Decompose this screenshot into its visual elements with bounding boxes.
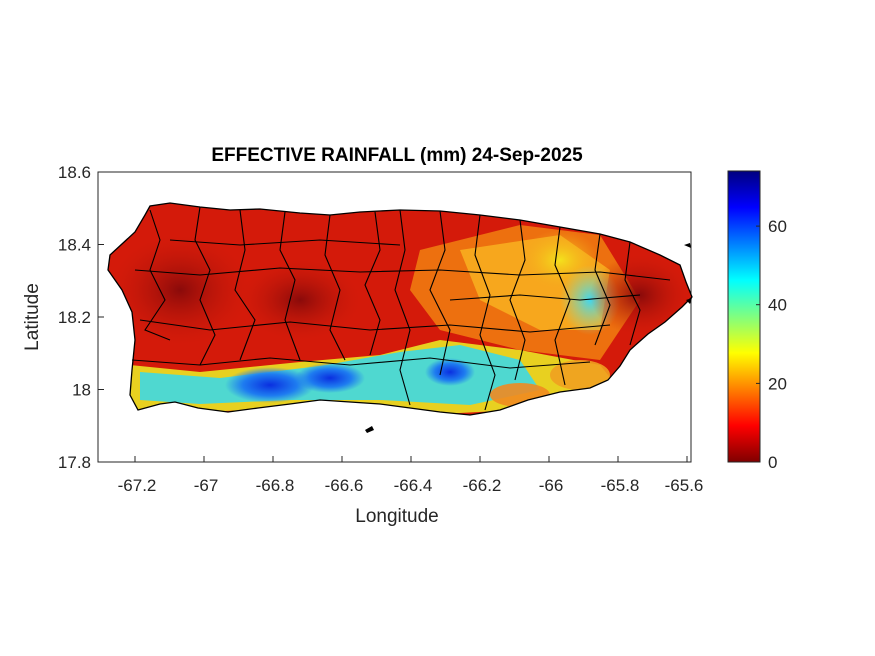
x-axis: -67.2 -67 -66.8 -66.6 -66.4 -66.2 -66 -6… [118, 456, 704, 495]
x-axis-label: Longitude [355, 506, 438, 527]
y-axis: 18.6 18.4 18.2 18 17.8 [58, 163, 104, 472]
x-tick-label: -67 [194, 476, 219, 495]
colorbar: 0 20 40 60 [727, 170, 787, 472]
x-tick-label: -67.2 [118, 476, 157, 495]
colorbar-tick-label: 40 [768, 296, 787, 315]
colorbar-tick-label: 60 [768, 217, 787, 236]
x-tick-label: -66.8 [256, 476, 295, 495]
y-tick-label: 18.4 [58, 236, 91, 255]
colorbar-tick-label: 0 [768, 453, 777, 472]
x-tick-label: -66.6 [325, 476, 364, 495]
municipality-borders [107, 202, 693, 416]
y-tick-label: 18.6 [58, 163, 91, 182]
x-tick-label: -65.8 [601, 476, 640, 495]
colorbar-tick-label: 20 [768, 374, 787, 393]
y-tick-label: 18 [72, 381, 91, 400]
map-title: EFFECTIVE RAINFALL (mm) 24-Sep-2025 [211, 145, 583, 166]
x-tick-label: -66.4 [394, 476, 433, 495]
x-tick-label: -66.2 [463, 476, 502, 495]
colorbar-gradient [727, 170, 761, 463]
offshore-islet [365, 426, 374, 433]
x-tick-label: -66 [539, 476, 564, 495]
rainfall-field [108, 203, 691, 415]
y-tick-label: 17.8 [58, 453, 91, 472]
x-tick-label: -65.6 [665, 476, 704, 495]
y-tick-label: 18.2 [58, 308, 91, 327]
y-axis-label: Latitude [22, 283, 43, 351]
